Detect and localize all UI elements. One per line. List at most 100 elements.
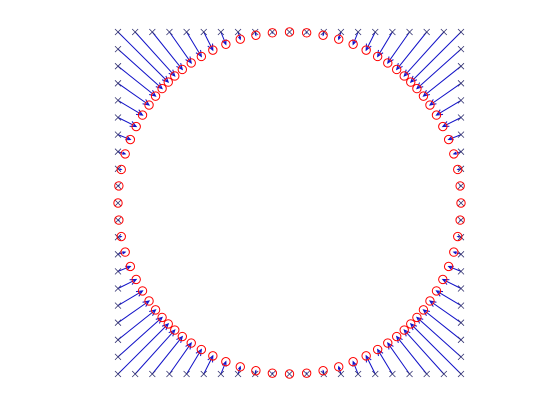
x-marker: [114, 131, 122, 138]
circle-marker: [196, 344, 207, 355]
x-marker: [457, 319, 465, 326]
arrow-part: [117, 99, 143, 116]
circle-marker: [163, 319, 173, 329]
x-marker: [303, 370, 310, 378]
arrow: [441, 117, 462, 128]
x-marker: [457, 251, 465, 258]
arrow-part: [117, 117, 137, 128]
arrow-part: [448, 265, 462, 272]
circle-marker: [456, 198, 466, 208]
x-marker: [149, 28, 156, 36]
arrow: [422, 65, 462, 97]
arrow: [337, 31, 342, 41]
arrow: [422, 309, 462, 341]
circle-marker: [418, 91, 429, 101]
circle-marker: [348, 39, 358, 50]
circle-marker: [372, 344, 383, 355]
x-marker: [183, 370, 190, 378]
circle-marker: [170, 71, 180, 81]
circle-marker: [116, 164, 126, 175]
arrow-part: [365, 355, 376, 375]
arrow: [169, 31, 192, 64]
arrow-part: [117, 323, 169, 375]
circle-marker: [418, 305, 429, 315]
arrow-part: [254, 369, 257, 373]
arrow-part: [387, 31, 410, 64]
x-marker: [457, 165, 465, 173]
arrow-part: [117, 290, 143, 307]
arrow: [387, 31, 410, 64]
arrow-part: [186, 349, 202, 375]
x-marker: [131, 370, 139, 378]
x-marker: [457, 370, 465, 378]
x-marker: [457, 62, 465, 70]
arrow: [117, 309, 157, 341]
x-marker: [251, 28, 259, 36]
circle-marker: [391, 331, 402, 342]
arrow: [337, 365, 342, 375]
x-marker: [114, 353, 122, 361]
circle-marker: [131, 121, 141, 132]
arrow-part: [387, 342, 410, 375]
x-marker: [149, 370, 156, 378]
arrow-part: [151, 31, 183, 70]
circle-marker: [177, 331, 188, 342]
arrow-part: [125, 265, 132, 271]
arrow-part: [456, 168, 460, 171]
arrow-part: [423, 309, 462, 341]
x-marker: [320, 28, 328, 36]
circle-marker: [177, 64, 188, 75]
circle-marker: [431, 286, 442, 296]
circle-marker: [455, 181, 465, 191]
x-marker: [457, 302, 465, 309]
arrow-part: [436, 99, 462, 116]
arrow: [395, 31, 428, 71]
arrow-part: [237, 31, 241, 40]
x-marker: [114, 251, 122, 258]
circle-marker: [455, 215, 465, 225]
arrow: [352, 360, 359, 375]
arrow-part: [410, 31, 462, 83]
x-marker: [337, 28, 345, 36]
circle-marker: [251, 30, 261, 40]
circle-marker: [113, 198, 123, 208]
x-marker: [217, 28, 225, 36]
arrow-part: [352, 361, 359, 375]
circle-marker: [208, 351, 218, 361]
circle-marker: [144, 100, 154, 110]
arrow: [428, 300, 462, 324]
circle-marker: [391, 64, 402, 75]
x-marker: [320, 370, 328, 378]
x-marker: [251, 370, 259, 378]
x-marker: [457, 131, 465, 138]
x-marker: [303, 28, 310, 36]
circle-marker: [438, 274, 448, 285]
arrow-part: [442, 117, 462, 128]
circle-marker: [318, 30, 328, 40]
arrow-part: [134, 31, 176, 77]
arrow: [169, 342, 192, 375]
arrow: [365, 354, 376, 375]
circle-marker: [412, 83, 422, 94]
arrow-part: [429, 300, 462, 324]
circle-marker: [221, 356, 231, 367]
x-marker: [269, 370, 276, 378]
arrow-part: [377, 349, 393, 375]
x-marker: [114, 165, 122, 173]
circle-marker: [438, 121, 448, 132]
circle-marker: [125, 261, 136, 272]
x-marker: [457, 80, 465, 87]
circle-marker: [120, 149, 130, 159]
arrow-part: [169, 31, 192, 64]
arrow: [441, 278, 462, 289]
arrow-part: [352, 31, 359, 45]
arrow: [203, 31, 214, 52]
x-marker: [114, 62, 122, 70]
arrow-part: [186, 31, 202, 57]
arrow-part: [403, 329, 445, 375]
arrow-part: [452, 151, 457, 155]
arrow-part: [322, 33, 325, 37]
x-marker: [354, 28, 362, 36]
arrow-part: [122, 151, 127, 155]
arrow-part: [117, 82, 150, 106]
